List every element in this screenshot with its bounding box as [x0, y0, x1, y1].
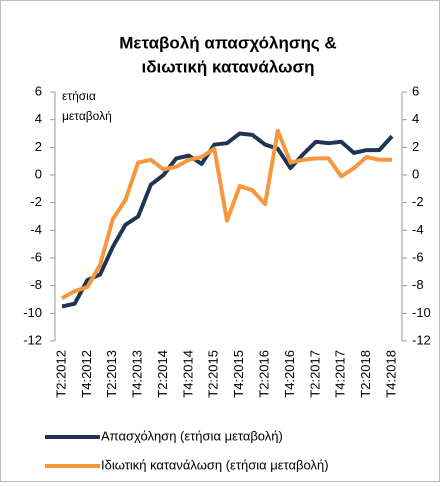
legend-label: Ιδιωτική κατανάλωση (ετήσια μεταβολή): [101, 457, 329, 472]
y2-tick-label: -4: [412, 222, 424, 237]
x-tick-label: T4:2016: [282, 350, 297, 398]
x-tick-label: T2:2013: [104, 350, 119, 398]
y-tick-label: -12: [23, 332, 42, 347]
series-line: [61, 131, 394, 309]
x-tick-label: T4:2015: [231, 350, 246, 398]
y-tick-label: -8: [30, 277, 42, 292]
x-tick-label: T2:2014: [155, 350, 170, 398]
y-tick-label: 2: [35, 139, 42, 154]
annotation: ετήσια: [62, 89, 96, 103]
y2-tick-label: 2: [412, 139, 419, 154]
chart-title: ιδιωτική κατανάλωση: [142, 57, 315, 76]
x-tick-label: T2:2015: [206, 350, 221, 398]
y2-tick-label: 4: [412, 111, 419, 126]
y2-tick-label: -10: [412, 305, 431, 320]
y-tick-label: 4: [35, 111, 42, 126]
y-tick-label: -10: [23, 305, 42, 320]
y-tick-label: 6: [35, 83, 42, 98]
y2-tick-label: -12: [412, 332, 431, 347]
x-tick-label: T4:2013: [130, 350, 145, 398]
y2-tick-label: -2: [412, 194, 424, 209]
x-tick-label: T4:2017: [333, 350, 348, 398]
y2-tick-label: 0: [412, 166, 419, 181]
x-tick-label: T2:2018: [358, 350, 373, 398]
y2-tick-label: -6: [412, 249, 424, 264]
y-tick-label: 0: [35, 166, 42, 181]
y2-tick-label: 6: [412, 83, 419, 98]
series-line: [61, 128, 392, 300]
chart-title: Μεταβολή απασχόλησης &: [119, 33, 336, 52]
y-tick-label: -2: [30, 194, 42, 209]
x-tick-label: T4:2012: [79, 350, 94, 398]
x-tick-label: T4:2018: [383, 350, 398, 398]
x-tick-label: T2:2016: [257, 350, 272, 398]
x-tick-label: T4:2014: [180, 350, 195, 398]
x-tick-label: T2:2017: [307, 350, 322, 398]
x-tick-label: T2:2012: [53, 350, 68, 398]
annotation: μεταβολή: [62, 109, 112, 123]
y-tick-label: -6: [30, 249, 42, 264]
legend-label: Απασχόληση (ετήσια μεταβολή): [101, 428, 283, 443]
y2-tick-label: -8: [412, 277, 424, 292]
y-tick-label: -4: [30, 222, 42, 237]
